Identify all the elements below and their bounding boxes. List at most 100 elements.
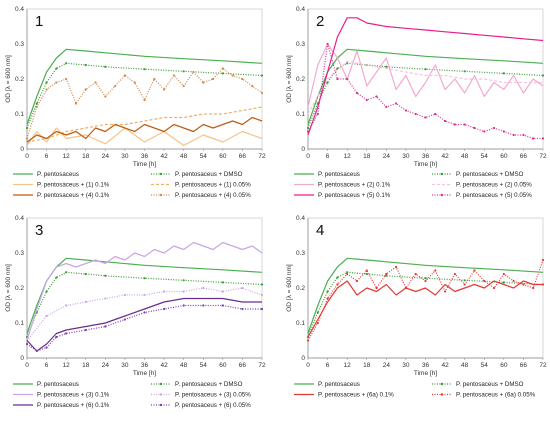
y-tick-label: 0 [20, 146, 24, 153]
data-point [143, 98, 146, 102]
data-point [35, 349, 38, 353]
x-tick-label: 0 [25, 362, 29, 369]
data-point [306, 126, 310, 130]
y-axis-label: OD [λ = 600 nm] [5, 264, 12, 312]
data-point [221, 290, 224, 293]
data-point [221, 304, 224, 307]
data-point [123, 74, 127, 77]
data-point [65, 62, 68, 65]
series-line [26, 62, 263, 129]
legend-label: P. pentosaceus + (5) 0.1% [318, 192, 391, 199]
data-point [94, 81, 97, 84]
x-tick-label: 6 [326, 153, 330, 160]
data-point [182, 279, 185, 282]
data-point [492, 286, 496, 290]
data-point [114, 84, 117, 88]
x-tick-label: 30 [121, 153, 129, 160]
x-tick-label: 36 [422, 362, 430, 369]
data-point [443, 119, 447, 123]
chart-panel-2: 0 0.1 0.2 0.3 0.4 0 6 12 18 24 30 36 42 48 54 60 66 72 Tim… [286, 6, 547, 199]
data-point [45, 88, 48, 91]
series-line [307, 43, 543, 140]
x-tick-label: 24 [383, 153, 391, 160]
data-point [153, 77, 156, 81]
data-point [123, 318, 127, 321]
data-point [385, 105, 388, 109]
x-tick-label: 72 [539, 362, 547, 369]
x-tick-label: 42 [160, 153, 168, 160]
y-tick-label: 0 [301, 146, 305, 153]
legend-marker [159, 393, 163, 396]
data-point [316, 311, 319, 314]
data-point [182, 84, 185, 88]
data-point [346, 77, 349, 81]
legend-label: P. pentosaceus + (2) 0.1% [318, 182, 391, 189]
data-point [202, 286, 205, 290]
data-point [414, 272, 417, 276]
data-point [326, 42, 329, 46]
data-point [172, 74, 175, 77]
x-tick-label: 54 [200, 153, 208, 160]
data-point [25, 342, 29, 346]
data-point [182, 304, 185, 307]
x-tick-label: 36 [141, 362, 149, 369]
data-point [241, 286, 244, 290]
data-point [522, 283, 525, 286]
legend-label: P. pentosaceus + (1) 0.05% [175, 182, 251, 189]
legend-marker [159, 172, 163, 176]
legend-label: P. pentosaceus + (2) 0.05% [456, 182, 532, 189]
data-point [424, 279, 427, 283]
data-point [326, 297, 329, 300]
data-point [65, 332, 68, 335]
legend-label: P. pentosaceus [318, 381, 360, 388]
data-point [241, 77, 244, 81]
data-point [395, 102, 398, 105]
data-point [541, 74, 545, 77]
x-axis-label: Time [h] [414, 370, 437, 377]
data-point [84, 88, 87, 91]
legend-marker [440, 172, 444, 176]
y-tick-label: 0 [20, 355, 24, 362]
data-point [104, 297, 107, 300]
data-point [365, 269, 368, 272]
x-tick-label: 66 [239, 362, 247, 369]
data-point [483, 130, 486, 133]
x-tick-label: 60 [219, 153, 227, 160]
y-tick-label: 0.2 [15, 285, 24, 292]
data-point [532, 286, 535, 290]
data-point [35, 105, 38, 109]
data-point [104, 325, 107, 328]
x-tick-label: 36 [141, 153, 149, 160]
y-tick-label: 0.1 [15, 320, 24, 327]
data-point [84, 272, 87, 276]
x-tick-label: 54 [481, 362, 489, 369]
panel-number: 3 [35, 222, 43, 239]
data-point [453, 272, 456, 276]
data-point [336, 283, 339, 286]
data-point [231, 74, 234, 77]
data-point [162, 307, 166, 311]
data-point [375, 286, 378, 290]
x-tick-label: 42 [160, 362, 168, 369]
data-point [483, 279, 486, 283]
panel-number: 2 [316, 13, 324, 30]
data-point [463, 70, 466, 73]
data-point [65, 304, 68, 307]
y-tick-label: 0.1 [296, 320, 305, 327]
legend-label: P. pentosaceus + DMSO [456, 171, 524, 178]
x-tick-label: 60 [500, 362, 508, 369]
data-point [55, 67, 58, 70]
data-point [463, 283, 466, 286]
data-point [512, 133, 515, 137]
data-point [404, 286, 408, 290]
data-point [395, 265, 398, 269]
data-point [541, 137, 545, 140]
legend-label: P. pentosaceus + (1) 0.1% [37, 182, 110, 189]
data-point [355, 91, 359, 95]
data-point [522, 133, 525, 137]
data-point [35, 102, 38, 105]
data-point [316, 321, 319, 325]
x-tick-label: 18 [363, 153, 371, 160]
legend-marker [440, 382, 444, 386]
y-tick-label: 0.3 [296, 41, 305, 48]
